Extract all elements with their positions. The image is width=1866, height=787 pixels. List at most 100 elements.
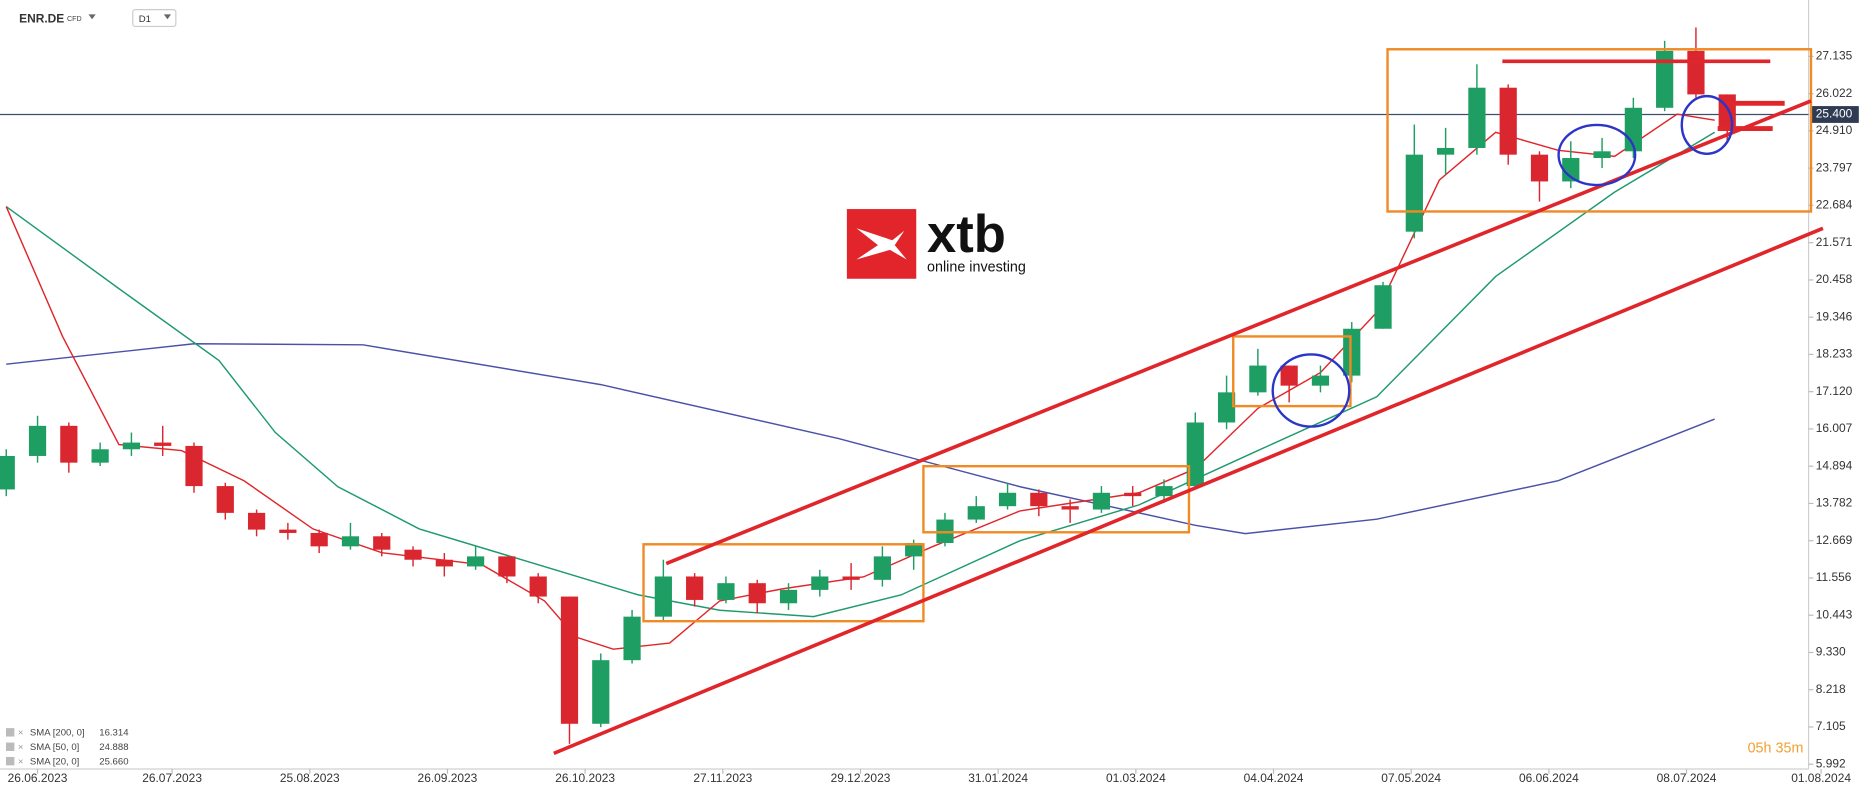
y-tick-label: 17.120 xyxy=(1816,384,1853,398)
candle-body xyxy=(811,576,829,590)
candle-body xyxy=(1155,486,1173,497)
x-tick-label: 27.11.2023 xyxy=(693,771,752,785)
x-tick-label: 01.08.2024 xyxy=(1791,771,1851,785)
range-box xyxy=(922,464,1191,534)
candle-body xyxy=(842,576,860,580)
candle-body xyxy=(1687,50,1705,95)
legend-value: 24.888 xyxy=(99,742,128,753)
candle-body xyxy=(404,549,422,560)
legend-name: SMA [50, 0] xyxy=(30,742,79,753)
x-tick-label: 31.01.2024 xyxy=(968,771,1028,785)
candle-body xyxy=(1468,87,1486,148)
range-box xyxy=(642,543,925,623)
candle-body xyxy=(1437,147,1455,155)
y-tick-label: 26.022 xyxy=(1816,86,1853,100)
drawing-tools xyxy=(553,48,1824,756)
x-tick-label: 26.07.2023 xyxy=(142,771,202,785)
legend-name: SMA [200, 0] xyxy=(30,727,85,738)
candle-body xyxy=(1186,422,1204,487)
y-tick-label: 10.443 xyxy=(1816,607,1853,621)
candle-body xyxy=(748,583,766,604)
candle-body xyxy=(998,492,1017,507)
header: ENR.DE CFD D1 xyxy=(19,9,177,28)
sma-line xyxy=(5,113,1715,650)
candle-body xyxy=(1499,87,1517,155)
y-tick-label: 12.669 xyxy=(1816,533,1853,547)
x-tick-label: 01.03.2024 xyxy=(1106,771,1166,785)
candle-body xyxy=(91,449,109,463)
y-tick-label: 14.894 xyxy=(1816,458,1853,472)
candle-body xyxy=(1718,94,1736,128)
candle-body xyxy=(1092,492,1111,510)
highlight-circle xyxy=(1680,94,1734,155)
current-price-label: 25.400 xyxy=(1816,107,1853,121)
candle-body xyxy=(779,589,798,604)
y-tick-label: 18.233 xyxy=(1816,347,1853,361)
legend-close: × xyxy=(18,727,24,738)
candle-body xyxy=(28,425,47,456)
x-tick-label: 26.10.2023 xyxy=(555,771,615,785)
candle-body xyxy=(341,536,360,547)
candle-body xyxy=(1374,285,1392,329)
candle-body xyxy=(529,576,547,597)
candle-body xyxy=(654,576,672,617)
timeframe: D1 xyxy=(139,14,151,25)
candle-body xyxy=(967,506,985,520)
y-tick-label: 22.684 xyxy=(1816,198,1853,212)
dropdown-arrow[interactable] xyxy=(88,14,96,20)
candle-body xyxy=(623,616,641,661)
logo-tagline: online investing xyxy=(927,260,1026,276)
candle-body xyxy=(560,596,579,724)
candle-body xyxy=(122,442,141,450)
candle-body xyxy=(592,660,610,724)
candle-body xyxy=(0,455,15,490)
candle-body xyxy=(373,536,391,550)
candle-body xyxy=(1656,50,1674,108)
legend-icon xyxy=(5,756,15,766)
instrument: CFD xyxy=(67,14,82,23)
range-box xyxy=(1232,335,1352,408)
candle-body xyxy=(717,583,735,600)
y-tick-label: 20.458 xyxy=(1816,272,1853,286)
bar-countdown: 05h 35m xyxy=(1748,740,1804,756)
y-tick-label: 11.556 xyxy=(1816,570,1852,584)
trend-line xyxy=(553,226,1824,756)
y-tick-label: 21.571 xyxy=(1816,235,1853,249)
candle-body xyxy=(60,425,78,463)
candle-body xyxy=(1249,365,1267,393)
candle-body xyxy=(1593,151,1611,159)
sma-line xyxy=(5,131,1716,618)
legend-icon xyxy=(5,728,15,737)
trend-line xyxy=(665,99,1812,566)
legend-value: 25.660 xyxy=(99,756,128,767)
x-tick-label: 26.06.2023 xyxy=(8,771,68,785)
candle-body xyxy=(435,559,453,567)
range-box xyxy=(1386,48,1813,213)
y-tick-label: 5.992 xyxy=(1816,756,1846,770)
x-tick-label: 08.07.2024 xyxy=(1657,771,1717,785)
x-tick-label: 26.09.2023 xyxy=(418,771,478,785)
candle-body xyxy=(154,442,172,446)
logo-x xyxy=(856,228,907,260)
candle-body xyxy=(467,556,485,567)
candle-body xyxy=(247,512,266,530)
candle-body xyxy=(1061,506,1079,510)
candle-body xyxy=(1562,158,1580,182)
candle-body xyxy=(686,576,704,600)
candle-body xyxy=(873,556,891,580)
x-tick-label: 04.04.2024 xyxy=(1244,771,1304,785)
y-tick-label: 7.105 xyxy=(1816,719,1846,733)
candle-body xyxy=(1405,154,1423,232)
y-tick-label: 19.346 xyxy=(1816,309,1853,323)
candle-body xyxy=(185,445,203,487)
dropdown-arrow[interactable] xyxy=(163,14,172,20)
candle-body xyxy=(279,529,297,533)
logo-text: xtb xyxy=(927,205,1006,264)
candle-body xyxy=(1124,492,1142,497)
legend-close: × xyxy=(18,756,24,767)
legend-icon xyxy=(5,742,15,751)
candle-body xyxy=(498,556,516,577)
candle-body xyxy=(1030,492,1048,507)
timeframe-select[interactable] xyxy=(132,9,177,28)
